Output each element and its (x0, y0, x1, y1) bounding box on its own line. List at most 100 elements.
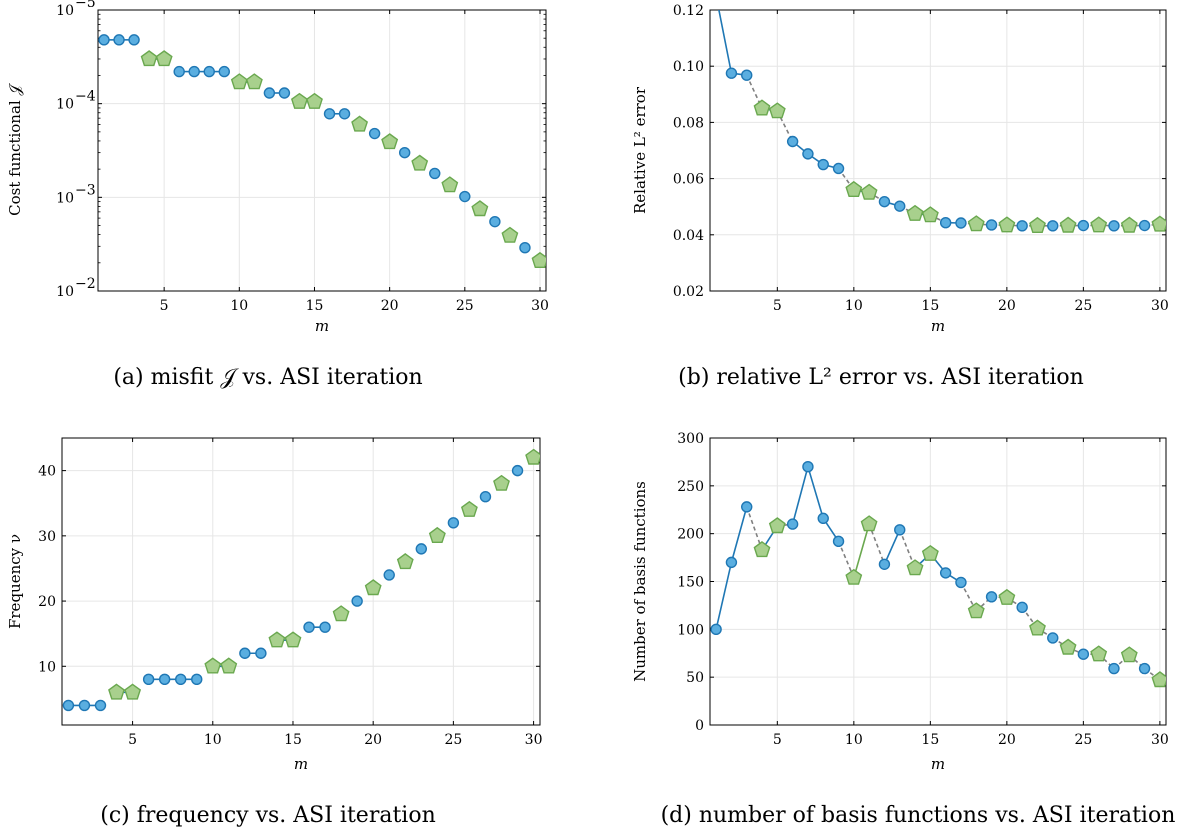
data-point-pentagon (860, 515, 878, 532)
y-tick-label: 100 (677, 622, 704, 638)
data-point-circle (511, 464, 524, 477)
data-point-pentagon (460, 500, 478, 517)
data-point-circle (741, 501, 753, 513)
x-tick-label: 10 (204, 732, 222, 748)
data-point-pentagon (396, 553, 414, 570)
y-tick-label: 0 (695, 718, 704, 734)
data-point-pentagon (284, 631, 302, 648)
data-point-pentagon (1120, 646, 1138, 663)
data-point-circle (338, 108, 351, 120)
data-point-pentagon (753, 99, 771, 116)
data-point-pentagon (428, 526, 446, 543)
data-point-circle (710, 623, 722, 636)
series-segment (745, 506, 763, 551)
y-tick-label: 10 (56, 284, 74, 300)
data-point-circle (447, 517, 460, 529)
data-point-circle (894, 200, 906, 212)
x-tick-label: 25 (444, 732, 462, 748)
x-tick-label: 5 (128, 732, 137, 748)
data-point-pentagon (155, 50, 173, 67)
data-point-pentagon (860, 183, 878, 200)
data-point-pentagon (967, 602, 985, 619)
y-tick-label: 20 (38, 594, 56, 610)
data-point-pentagon (1151, 215, 1166, 232)
data-point-circle (725, 67, 738, 79)
y-tick-label: 10 (38, 659, 56, 675)
plot-frame (97, 9, 547, 292)
data-point-pentagon (845, 568, 863, 585)
x-tick-label: 5 (160, 298, 169, 314)
y-tick-label: 200 (677, 527, 704, 543)
x-tick-label: 15 (921, 298, 939, 314)
data-point-circle (94, 699, 107, 712)
y-tick-exponent: −5 (75, 0, 96, 11)
data-point-circle (711, 0, 721, 1)
data-point-pentagon (306, 92, 323, 109)
data-point-pentagon (471, 200, 489, 217)
data-point-circle (832, 535, 845, 548)
data-point-circle (878, 195, 891, 208)
data-point-circle (802, 148, 814, 160)
data-point-circle (489, 215, 501, 228)
data-point-circle (1016, 220, 1028, 232)
y-tick-label: 50 (686, 670, 704, 686)
data-point-pentagon (220, 657, 238, 674)
y-tick-label: 10 (56, 97, 74, 113)
data-point-circle (955, 217, 967, 229)
data-point-circle (319, 621, 331, 633)
x-tick-label: 10 (845, 732, 863, 748)
data-point-circle (263, 87, 276, 99)
x-tick-label: 5 (773, 298, 782, 314)
data-point-pentagon (1029, 619, 1046, 636)
data-point-pentagon (290, 92, 308, 109)
data-point-circle (802, 461, 814, 473)
caption-b: (b) relative L² error vs. ASI iteration (678, 365, 1084, 390)
data-point-circle (383, 569, 395, 581)
data-point-circle (1138, 219, 1151, 232)
series-segment (807, 466, 825, 519)
series-segment (715, 562, 733, 630)
y-tick-label: 10 (56, 190, 74, 206)
data-point-circle (218, 65, 230, 78)
data-point-circle (239, 647, 251, 659)
series-markers (98, 34, 546, 268)
data-point-circle (188, 65, 200, 78)
y-tick-exponent: −3 (75, 182, 96, 198)
x-axis-label: m (315, 317, 329, 335)
y-tick-label: 0.10 (673, 59, 704, 75)
data-point-circle (368, 127, 381, 140)
data-point-circle (725, 556, 738, 569)
data-point-circle (113, 34, 125, 46)
data-point-circle (191, 673, 203, 686)
data-point-circle (255, 647, 267, 659)
data-point-pentagon (1090, 216, 1108, 233)
x-tick-label: 10 (845, 298, 863, 314)
data-point-circle (415, 543, 428, 555)
series-markers (62, 448, 540, 712)
x-tick-label: 20 (381, 298, 399, 314)
data-point-circle (158, 673, 171, 686)
data-point-circle (786, 518, 799, 530)
series-segment (853, 523, 870, 578)
data-point-circle (323, 108, 336, 120)
data-point-pentagon (1029, 216, 1046, 234)
data-point-circle (832, 162, 845, 175)
data-point-circle (519, 241, 531, 254)
data-point-pentagon (493, 474, 510, 491)
data-point-pentagon (501, 226, 519, 243)
caption-c: (c) frequency vs. ASI iteration (100, 803, 436, 828)
plot-frame (709, 9, 1167, 292)
data-point-pentagon (921, 544, 939, 561)
series-segment (791, 466, 809, 525)
y-axis-label: Number of basis functions (631, 481, 649, 682)
data-point-circle (78, 699, 91, 712)
data-point-circle (203, 65, 215, 78)
data-point-pentagon (245, 73, 263, 90)
data-point-circle (1047, 632, 1059, 644)
data-point-pentagon (845, 180, 863, 198)
plot-frame (709, 437, 1167, 726)
data-point-pentagon (230, 73, 248, 90)
data-point-pentagon (1059, 638, 1077, 655)
x-tick-label: 20 (998, 298, 1016, 314)
data-point-circle (1108, 662, 1120, 675)
